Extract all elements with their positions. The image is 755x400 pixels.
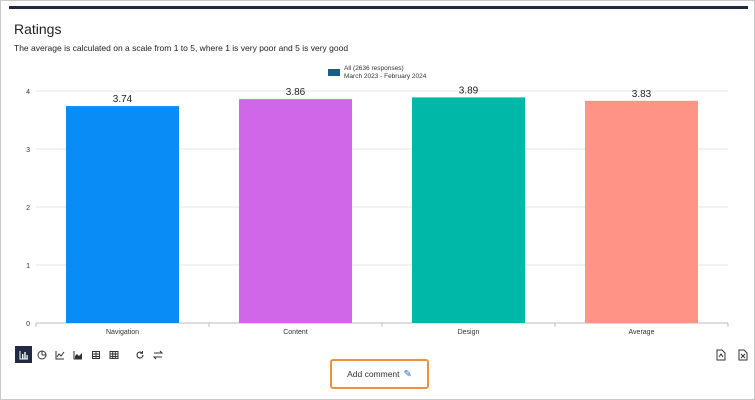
legend-date-range: March 2023 - February 2024 [344,73,427,80]
panel-top-bar [9,6,748,9]
export-pdf-icon[interactable] [712,346,729,363]
add-comment-label: Add comment [347,369,400,379]
reset-icon[interactable] [131,346,148,363]
legend-series-name: All (2636 responses) [344,65,404,72]
data-label: 3.86 [286,87,306,98]
add-comment-button[interactable]: Add comment ✎ [330,359,429,389]
y-tick-label: 2 [26,205,30,212]
y-tick-label: 1 [26,263,30,270]
legend-label: All (2636 responses) March 2023 - Februa… [344,65,426,81]
table-icon[interactable] [87,346,104,363]
export-toolbar [708,346,752,363]
y-tick-label: 4 [26,89,30,96]
x-tick-label: Average [629,329,655,336]
grid-table-icon[interactable] [105,346,122,363]
bar-content [239,99,352,324]
line-chart-icon[interactable] [51,346,68,363]
ratings-bar-chart: 0 1 2 3 4 3.74 Navigation 3.86 Content 3.89 Design… [26,85,729,336]
data-label: 3.83 [632,89,652,100]
legend-swatch [328,69,340,76]
y-tick-label: 0 [26,321,30,328]
pie-chart-icon[interactable] [33,346,50,363]
bar-average [585,100,698,323]
x-tick-label: Navigation [106,329,139,336]
bar-navigation [66,106,179,323]
chart-type-toolbar [15,346,167,363]
x-tick-label: Content [283,329,308,336]
data-label: 3.89 [459,85,479,96]
area-chart-icon[interactable] [69,346,86,363]
chart-legend[interactable]: All (2636 responses) March 2023 - Februa… [328,65,426,81]
panel-title: Ratings [14,21,62,37]
data-label: 3.74 [113,94,133,105]
bar-design [412,97,525,323]
x-tick-label: Design [458,329,480,336]
export-excel-icon[interactable] [734,346,751,363]
swap-icon[interactable] [149,346,166,363]
bar-chart-icon[interactable] [15,346,32,363]
y-tick-label: 3 [26,147,30,154]
pencil-icon: ✎ [403,368,412,380]
panel-subtitle: The average is calculated on a scale fro… [14,43,349,53]
